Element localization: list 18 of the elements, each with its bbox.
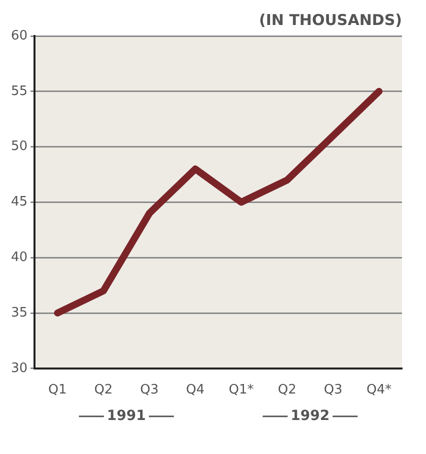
x-tick-label: Q3 bbox=[324, 382, 342, 398]
text: 1991 bbox=[106, 408, 146, 424]
y-tick-label: 35 bbox=[10, 305, 28, 320]
x-tick-label: Q4 bbox=[186, 382, 205, 398]
text: 1992 bbox=[290, 408, 330, 424]
x-tick-label: Q3 bbox=[140, 382, 159, 398]
y-tick-label: 50 bbox=[10, 139, 28, 154]
y-tick-label: 45 bbox=[10, 194, 28, 210]
chart-title: (IN THOUSANDS) bbox=[258, 10, 402, 29]
y-tick-label: 40 bbox=[10, 250, 28, 265]
x-tick-label: Q2 bbox=[94, 382, 113, 398]
y-tick-label: 30 bbox=[10, 360, 28, 376]
y-tick-label: 55 bbox=[10, 84, 28, 99]
y-tick-label: 60 bbox=[10, 28, 28, 44]
x-tick-label: Q4* bbox=[366, 382, 392, 398]
x-tick-label: Q2 bbox=[278, 382, 296, 398]
x-tick-label: Q1* bbox=[228, 382, 254, 398]
x-tick-label: Q1 bbox=[48, 382, 67, 398]
